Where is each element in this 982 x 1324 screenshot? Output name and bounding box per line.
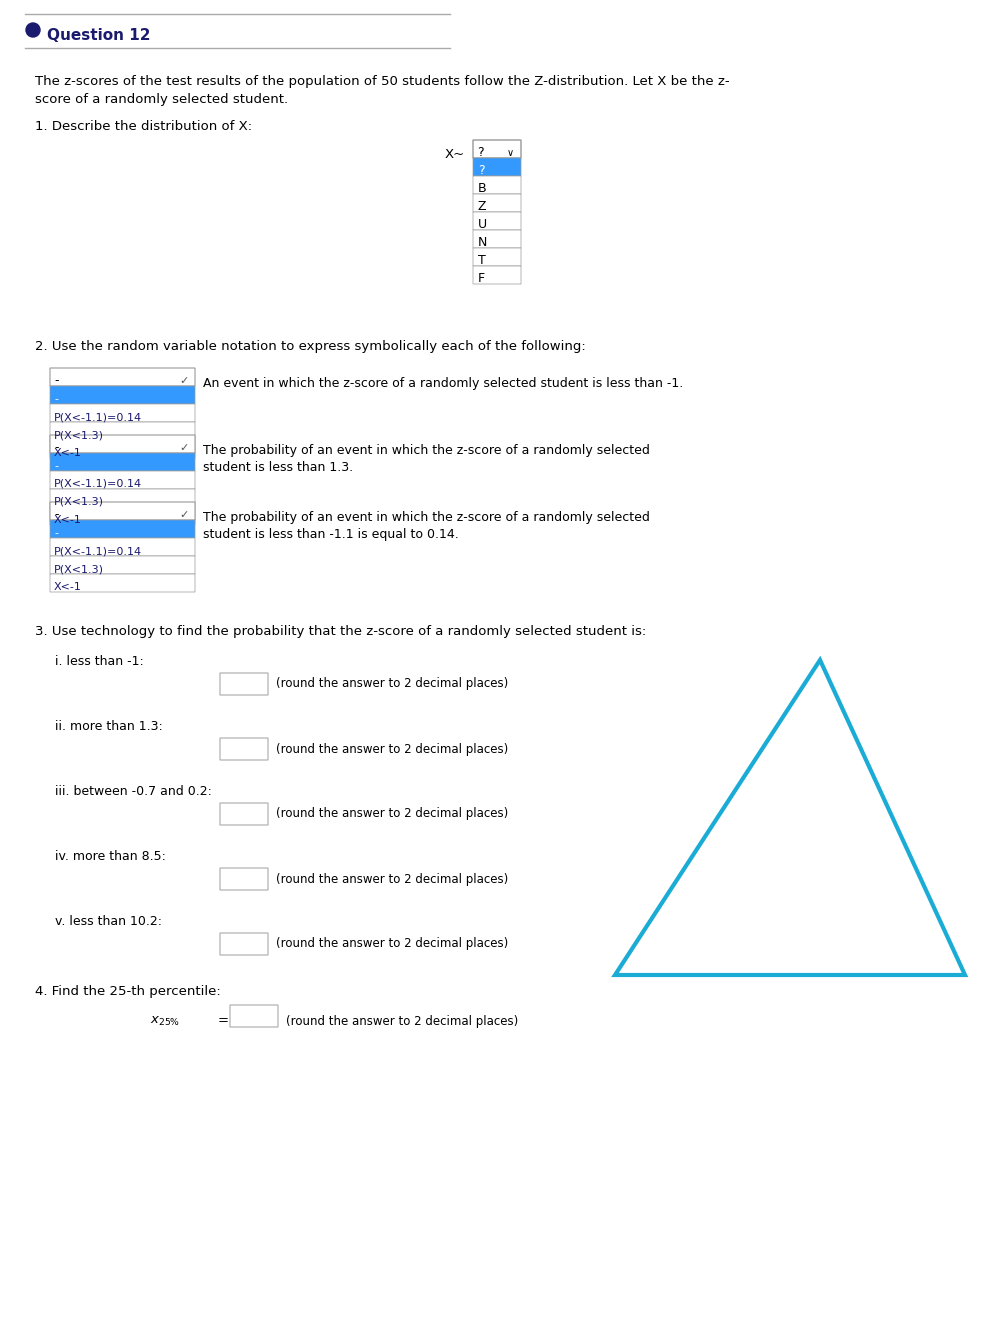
Text: 2. Use the random variable notation to express symbolically each of the followin: 2. Use the random variable notation to e… <box>35 340 585 354</box>
FancyBboxPatch shape <box>220 869 268 890</box>
FancyBboxPatch shape <box>50 556 195 575</box>
FancyBboxPatch shape <box>473 195 521 212</box>
Text: -: - <box>54 395 58 404</box>
FancyBboxPatch shape <box>50 422 195 440</box>
Text: (round the answer to 2 decimal places): (round the answer to 2 decimal places) <box>276 808 509 821</box>
Text: The probability of an event in which the z-score of a randomly selected: The probability of an event in which the… <box>203 511 650 524</box>
FancyBboxPatch shape <box>220 802 268 825</box>
Text: -: - <box>54 528 58 538</box>
Text: X<-1: X<-1 <box>54 515 82 526</box>
Text: =: = <box>218 1014 229 1027</box>
FancyBboxPatch shape <box>220 673 268 695</box>
FancyBboxPatch shape <box>50 507 195 526</box>
Text: (round the answer to 2 decimal places): (round the answer to 2 decimal places) <box>276 873 509 886</box>
FancyBboxPatch shape <box>473 140 521 158</box>
Text: (round the answer to 2 decimal places): (round the answer to 2 decimal places) <box>276 743 509 756</box>
Text: ∨: ∨ <box>507 148 515 158</box>
FancyBboxPatch shape <box>50 575 195 592</box>
Text: F: F <box>478 273 485 286</box>
FancyBboxPatch shape <box>473 248 521 266</box>
Text: score of a randomly selected student.: score of a randomly selected student. <box>35 93 288 106</box>
FancyBboxPatch shape <box>473 230 521 248</box>
FancyBboxPatch shape <box>473 158 521 176</box>
Text: T: T <box>478 254 486 267</box>
FancyBboxPatch shape <box>50 404 195 422</box>
FancyBboxPatch shape <box>50 520 195 538</box>
Text: ii. more than 1.3:: ii. more than 1.3: <box>55 720 163 733</box>
Text: -: - <box>54 508 59 522</box>
FancyBboxPatch shape <box>50 489 195 507</box>
Text: -: - <box>54 375 59 388</box>
FancyBboxPatch shape <box>473 212 521 230</box>
Text: 3. Use technology to find the probability that the z-score of a randomly selecte: 3. Use technology to find the probabilit… <box>35 625 646 638</box>
Text: -: - <box>54 461 58 471</box>
Text: X<-1: X<-1 <box>54 583 82 592</box>
Text: 4. Find the 25-th percentile:: 4. Find the 25-th percentile: <box>35 985 221 998</box>
Text: P(X<-1.1)=0.14: P(X<-1.1)=0.14 <box>54 479 142 489</box>
Text: student is less than -1.1 is equal to 0.14.: student is less than -1.1 is equal to 0.… <box>203 528 459 542</box>
Text: Question 12: Question 12 <box>47 29 150 44</box>
FancyBboxPatch shape <box>473 176 521 195</box>
Text: 1. Describe the distribution of X:: 1. Describe the distribution of X: <box>35 120 252 132</box>
Text: ?: ? <box>478 164 485 177</box>
FancyBboxPatch shape <box>50 440 195 458</box>
Text: student is less than 1.3.: student is less than 1.3. <box>203 461 354 474</box>
FancyBboxPatch shape <box>50 453 195 471</box>
FancyBboxPatch shape <box>50 368 195 387</box>
Text: U: U <box>478 218 487 232</box>
FancyBboxPatch shape <box>50 502 195 520</box>
Text: ✓: ✓ <box>179 376 189 387</box>
Text: v. less than 10.2:: v. less than 10.2: <box>55 915 162 928</box>
Text: P(X<1.3): P(X<1.3) <box>54 496 104 507</box>
Text: N: N <box>478 237 487 249</box>
Text: iii. between -0.7 and 0.2:: iii. between -0.7 and 0.2: <box>55 785 212 798</box>
Text: (round the answer to 2 decimal places): (round the answer to 2 decimal places) <box>286 1014 518 1027</box>
Text: (round the answer to 2 decimal places): (round the answer to 2 decimal places) <box>276 937 509 951</box>
Text: Z: Z <box>478 200 486 213</box>
Text: P(X<1.3): P(X<1.3) <box>54 564 104 575</box>
Text: iv. more than 8.5:: iv. more than 8.5: <box>55 850 166 863</box>
FancyBboxPatch shape <box>50 471 195 489</box>
Text: ✓: ✓ <box>179 444 189 453</box>
FancyBboxPatch shape <box>50 387 195 404</box>
FancyBboxPatch shape <box>230 1005 278 1027</box>
Text: B: B <box>478 183 487 196</box>
FancyBboxPatch shape <box>50 538 195 556</box>
Text: X~: X~ <box>445 147 465 160</box>
Text: An event in which the z-score of a randomly selected student is less than -1.: An event in which the z-score of a rando… <box>203 377 683 391</box>
Text: (round the answer to 2 decimal places): (round the answer to 2 decimal places) <box>276 678 509 691</box>
Text: ✓: ✓ <box>179 510 189 520</box>
FancyBboxPatch shape <box>220 737 268 760</box>
FancyBboxPatch shape <box>220 933 268 955</box>
Text: X<-1: X<-1 <box>54 448 82 458</box>
Text: ?: ? <box>477 147 483 159</box>
Circle shape <box>26 23 40 37</box>
Text: i. less than -1:: i. less than -1: <box>55 655 143 669</box>
Text: P(X<-1.1)=0.14: P(X<-1.1)=0.14 <box>54 545 142 556</box>
Text: P(X<1.3): P(X<1.3) <box>54 430 104 440</box>
FancyBboxPatch shape <box>50 436 195 453</box>
Text: -: - <box>54 441 59 454</box>
FancyBboxPatch shape <box>473 266 521 285</box>
Text: The z-scores of the test results of the population of 50 students follow the Z-d: The z-scores of the test results of the … <box>35 75 730 87</box>
Text: The probability of an event in which the z-score of a randomly selected: The probability of an event in which the… <box>203 444 650 457</box>
Text: $x_{25\%}$: $x_{25\%}$ <box>150 1014 181 1027</box>
Text: P(X<-1.1)=0.14: P(X<-1.1)=0.14 <box>54 412 142 422</box>
